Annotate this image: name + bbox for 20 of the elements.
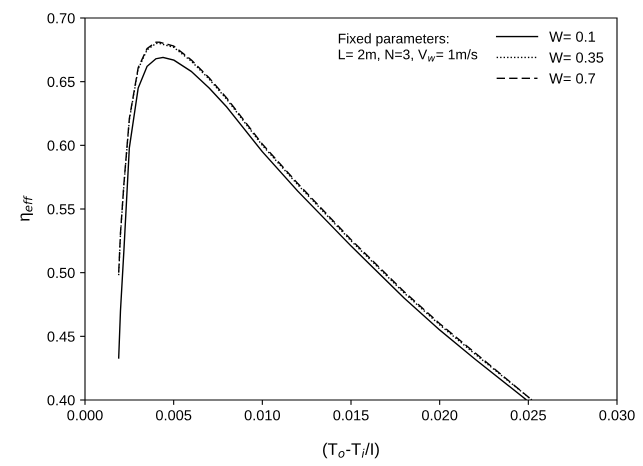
y-tick-label: 0.55 xyxy=(47,204,75,214)
legend-label: W= 0.1 xyxy=(549,32,596,42)
y-tick-label: 0.60 xyxy=(47,140,75,151)
x-tick-label: 0.030 xyxy=(599,410,635,420)
x-tick-label: 0.025 xyxy=(510,410,546,420)
annotation: Fixed parameters: L= 2m, N=3, V$_{w}$= 1m/s xyxy=(338,33,478,62)
x-tick-label: 0.020 xyxy=(422,410,458,420)
legend-label: W= 0.7 xyxy=(549,73,596,84)
x-tick-label: 0.010 xyxy=(244,410,280,420)
y-tick-label: 0.45 xyxy=(47,331,75,342)
x-tick-label: 0.005 xyxy=(156,410,192,420)
y-tick-label: 0.65 xyxy=(47,76,75,88)
x-tick-label: 0.000 xyxy=(67,410,103,420)
y-tick-label: 0.40 xyxy=(47,395,75,406)
x-axis-title: (T$_{o}$-T$_{i}$/I) xyxy=(323,442,379,458)
y-tick-label: 0.70 xyxy=(47,13,75,24)
x-tick-label: 0.015 xyxy=(333,410,369,420)
legend-label: W= 0.35 xyxy=(549,52,604,63)
y-tick-label: 0.50 xyxy=(47,268,75,278)
y-axis-title: η$_{eff}$ xyxy=(20,195,33,221)
